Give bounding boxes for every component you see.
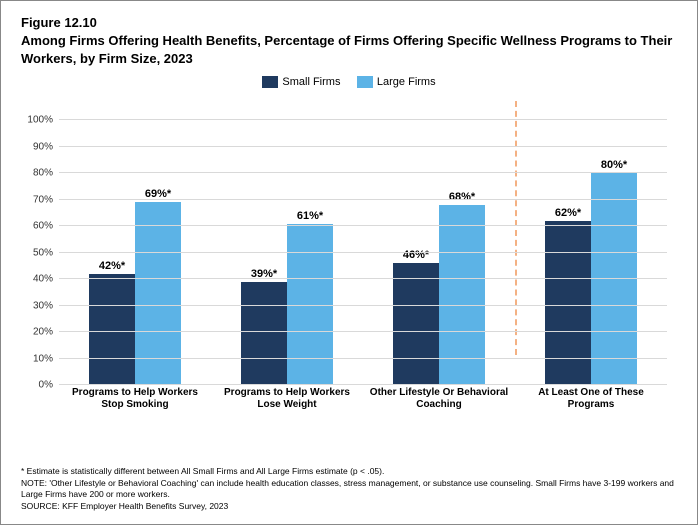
bar-small: 62%* — [545, 221, 591, 385]
bar-value-label: 80%* — [601, 159, 627, 171]
footnote-asterisk: * Estimate is statistically different be… — [21, 466, 677, 477]
y-tick-label: 60% — [33, 221, 53, 232]
y-tick-label: 30% — [33, 300, 53, 311]
legend-item-small: Small Firms — [262, 76, 340, 88]
bar-value-label: 42%* — [99, 260, 125, 272]
chart-title: Among Firms Offering Health Benefits, Pe… — [21, 32, 677, 67]
bar-groups: 42%*69%* 39%* 61%* 46%* 68%* 62%* 80%* — [59, 107, 667, 385]
bar-group: 62%* 80%* — [515, 107, 667, 385]
y-tick-label: 40% — [33, 274, 53, 285]
grid-line — [59, 146, 667, 147]
x-axis-label: Other Lifestyle Or Behavioral Coaching — [363, 385, 515, 417]
legend-item-large: Large Firms — [357, 76, 436, 88]
y-tick-label: 80% — [33, 168, 53, 179]
legend: Small Firms Large Firms — [21, 75, 677, 93]
y-tick-label: 10% — [33, 353, 53, 364]
y-tick-label: 70% — [33, 194, 53, 205]
bar-value-label: 62%* — [555, 207, 581, 219]
grid-line — [59, 331, 667, 332]
legend-swatch-large — [357, 76, 373, 88]
footnotes: * Estimate is statistically different be… — [21, 465, 677, 512]
y-tick-label: 50% — [33, 247, 53, 258]
figure-number: Figure 12.10 — [21, 15, 677, 30]
y-tick-label: 0% — [39, 380, 53, 391]
y-tick-label: 100% — [27, 115, 53, 126]
y-tick-label: 20% — [33, 327, 53, 338]
plot-area: 42%*69%*39%*61%*46%*68%*62%*80%* 0%10%20… — [59, 107, 667, 385]
footnote-source: SOURCE: KFF Employer Health Benefits Sur… — [21, 501, 677, 512]
grid-line — [59, 305, 667, 306]
bar-value-label: 61%* — [297, 210, 323, 222]
chart: 42%*69%*39%*61%*46%*68%*62%*80%* 0%10%20… — [59, 97, 667, 417]
grid-line — [59, 278, 667, 279]
legend-label-large: Large Firms — [377, 76, 436, 88]
grid-line — [59, 199, 667, 200]
bar-small: 39%* — [241, 282, 287, 385]
footnote-note: NOTE: 'Other Lifestyle or Behavioral Coa… — [21, 478, 677, 500]
bar-value-label: 68%* — [449, 191, 475, 203]
x-axis-label: Programs to Help Workers Lose Weight — [211, 385, 363, 417]
grid-line — [59, 172, 667, 173]
legend-label-small: Small Firms — [282, 76, 340, 88]
bar-group: 42%*69%* — [59, 107, 211, 385]
x-axis-label: Programs to Help Workers Stop Smoking — [59, 385, 211, 417]
grid-line — [59, 358, 667, 359]
group-divider — [515, 101, 517, 355]
grid-line — [59, 119, 667, 120]
grid-line — [59, 252, 667, 253]
bar-small: 46%* — [393, 263, 439, 385]
x-axis-labels: Programs to Help Workers Stop SmokingPro… — [59, 385, 667, 417]
y-tick-label: 90% — [33, 141, 53, 152]
legend-swatch-small — [262, 76, 278, 88]
bar-group: 46%* 68%* — [363, 107, 515, 385]
bar-small: 42%* — [89, 274, 135, 385]
x-axis-label: At Least One of These Programs — [515, 385, 667, 417]
grid-line — [59, 225, 667, 226]
bar-group: 39%* 61%* — [211, 107, 363, 385]
